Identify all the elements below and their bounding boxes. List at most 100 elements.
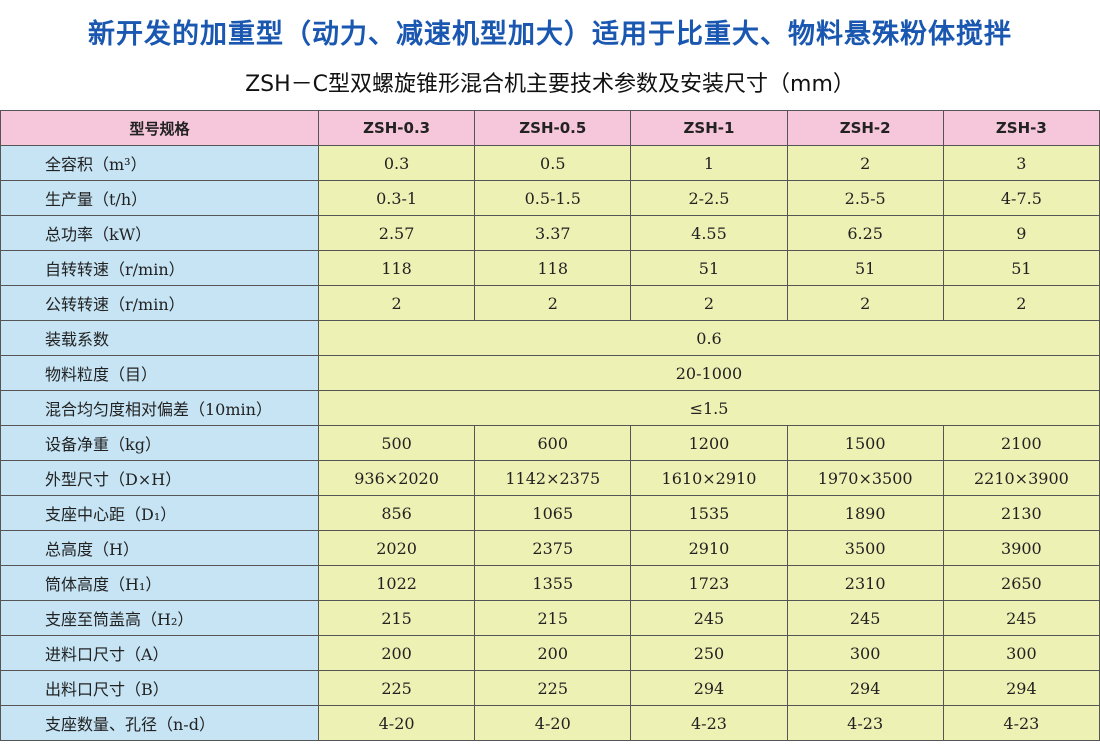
cell: 51 bbox=[942, 250, 1100, 286]
table-row: 支座至筒盖高（H₂） 215 215 245 245 245 bbox=[0, 600, 1100, 636]
row-label: 支座中心距（D₁） bbox=[0, 495, 319, 531]
cell: 118 bbox=[317, 250, 476, 286]
cell: 1610×2910 bbox=[630, 460, 788, 496]
cell: 2210×3900 bbox=[942, 460, 1100, 496]
row-label: 生产量（t/h） bbox=[0, 180, 319, 216]
header-cell: ZSH-3 bbox=[942, 110, 1100, 146]
cell: 2-2.5 bbox=[630, 180, 788, 216]
row-label: 出料口尺寸（B） bbox=[0, 670, 319, 706]
cell: 2 bbox=[474, 285, 632, 321]
cell: 2910 bbox=[630, 530, 788, 566]
cell: 51 bbox=[786, 250, 944, 286]
cell: 200 bbox=[474, 635, 632, 671]
cell: 245 bbox=[942, 600, 1100, 636]
table-row: 总功率（kW） 2.57 3.37 4.55 6.25 9 bbox=[0, 215, 1100, 251]
cell: 3.37 bbox=[474, 215, 632, 251]
cell: 936×2020 bbox=[317, 460, 476, 496]
cell: 225 bbox=[474, 670, 632, 706]
cell: 1723 bbox=[630, 565, 788, 601]
table-row: 全容积（m³） 0.3 0.5 1 2 3 bbox=[0, 145, 1100, 181]
subtitle: ZSH－C型双螺旋锥形混合机主要技术参数及安装尺寸（mm） bbox=[245, 72, 855, 97]
cell: 300 bbox=[942, 635, 1100, 671]
table-row: 总高度（H） 2020 2375 2910 3500 3900 bbox=[0, 530, 1100, 566]
cell: 0.5 bbox=[474, 145, 632, 181]
table-row: 设备净重（kg） 500 600 1200 1500 2100 bbox=[0, 425, 1100, 461]
row-label: 总高度（H） bbox=[0, 530, 319, 566]
cell: 118 bbox=[474, 250, 632, 286]
cell: 4-20 bbox=[317, 705, 476, 741]
cell: 1355 bbox=[474, 565, 632, 601]
cell: 2020 bbox=[317, 530, 476, 566]
table-row: 支座中心距（D₁） 856 1065 1535 1890 2130 bbox=[0, 495, 1100, 531]
row-label: 筒体高度（H₁） bbox=[0, 565, 319, 601]
cell: 0.5-1.5 bbox=[474, 180, 632, 216]
row-label: 物料粒度（目） bbox=[0, 355, 319, 391]
cell: 2.5-5 bbox=[786, 180, 944, 216]
row-label: 设备净重（kg） bbox=[0, 425, 319, 461]
cell: 4-23 bbox=[942, 705, 1100, 741]
cell: 250 bbox=[630, 635, 788, 671]
cell: 6.25 bbox=[786, 215, 944, 251]
cell: 1890 bbox=[786, 495, 944, 531]
cell: 51 bbox=[630, 250, 788, 286]
cell: 225 bbox=[317, 670, 476, 706]
table-row: 公转转速（r/min） 2 2 2 2 2 bbox=[0, 285, 1100, 321]
table-row: 生产量（t/h） 0.3-1 0.5-1.5 2-2.5 2.5-5 4-7.5 bbox=[0, 180, 1100, 216]
cell: 4-23 bbox=[786, 705, 944, 741]
row-label: 混合均匀度相对偏差（10min） bbox=[0, 390, 319, 426]
header-cell: ZSH-2 bbox=[786, 110, 944, 146]
cell: 3900 bbox=[942, 530, 1100, 566]
cell: 294 bbox=[630, 670, 788, 706]
row-label: 外型尺寸（D×H） bbox=[0, 460, 319, 496]
header-row: 型号规格 ZSH-0.3 ZSH-0.5 ZSH-1 ZSH-2 ZSH-3 bbox=[0, 110, 1100, 146]
row-label: 进料口尺寸（A） bbox=[0, 635, 319, 671]
row-label: 公转转速（r/min） bbox=[0, 285, 319, 321]
header-cell: ZSH-1 bbox=[630, 110, 788, 146]
cell: 245 bbox=[630, 600, 788, 636]
cell: ≤1.5 bbox=[318, 390, 1100, 426]
row-label: 支座数量、孔径（n-d） bbox=[0, 705, 319, 741]
header-cell: 型号规格 bbox=[0, 110, 319, 146]
cell: 3500 bbox=[786, 530, 944, 566]
cell: 215 bbox=[474, 600, 632, 636]
cell: 2130 bbox=[942, 495, 1100, 531]
cell: 2650 bbox=[942, 565, 1100, 601]
cell: 0.6 bbox=[318, 320, 1100, 356]
cell: 245 bbox=[786, 600, 944, 636]
cell: 1 bbox=[630, 145, 788, 181]
header-cell: ZSH-0.3 bbox=[317, 110, 476, 146]
cell: 2 bbox=[786, 285, 944, 321]
title: 新开发的加重型（动力、减速机型加大）适用于比重大、物料悬殊粉体搅拌 bbox=[88, 19, 1012, 50]
cell: 1500 bbox=[786, 425, 944, 461]
table-row: 进料口尺寸（A） 200 200 250 300 300 bbox=[0, 635, 1100, 671]
row-label: 自转转速（r/min） bbox=[0, 250, 319, 286]
cell: 1065 bbox=[474, 495, 632, 531]
cell: 1022 bbox=[317, 565, 476, 601]
cell: 1535 bbox=[630, 495, 788, 531]
cell: 500 bbox=[317, 425, 476, 461]
row-label: 装载系数 bbox=[0, 320, 319, 356]
cell: 1970×3500 bbox=[786, 460, 944, 496]
table-row: 自转转速（r/min） 118 118 51 51 51 bbox=[0, 250, 1100, 286]
table-row: 混合均匀度相对偏差（10min） ≤1.5 bbox=[0, 390, 1100, 426]
cell: 1200 bbox=[630, 425, 788, 461]
row-label: 支座至筒盖高（H₂） bbox=[0, 600, 319, 636]
cell: 9 bbox=[942, 215, 1100, 251]
table-row: 出料口尺寸（B） 225 225 294 294 294 bbox=[0, 670, 1100, 706]
cell: 2100 bbox=[942, 425, 1100, 461]
table-row: 物料粒度（目） 20-1000 bbox=[0, 355, 1100, 391]
cell: 1142×2375 bbox=[474, 460, 632, 496]
table-row: 装载系数 0.6 bbox=[0, 320, 1100, 356]
table-row: 外型尺寸（D×H） 936×2020 1142×2375 1610×2910 1970×… bbox=[0, 460, 1100, 496]
cell: 856 bbox=[317, 495, 476, 531]
spec-table: 型号规格 ZSH-0.3 ZSH-0.5 ZSH-1 ZSH-2 ZSH-3 全容积（m³… bbox=[0, 110, 1100, 741]
cell: 0.3 bbox=[317, 145, 476, 181]
cell: 294 bbox=[786, 670, 944, 706]
table-row: 支座数量、孔径（n-d） 4-20 4-20 4-23 4-23 4-23 bbox=[0, 705, 1100, 741]
header-cell: ZSH-0.5 bbox=[474, 110, 632, 146]
cell: 3 bbox=[942, 145, 1100, 181]
cell: 2310 bbox=[786, 565, 944, 601]
cell: 20-1000 bbox=[318, 355, 1100, 391]
cell: 4-20 bbox=[474, 705, 632, 741]
